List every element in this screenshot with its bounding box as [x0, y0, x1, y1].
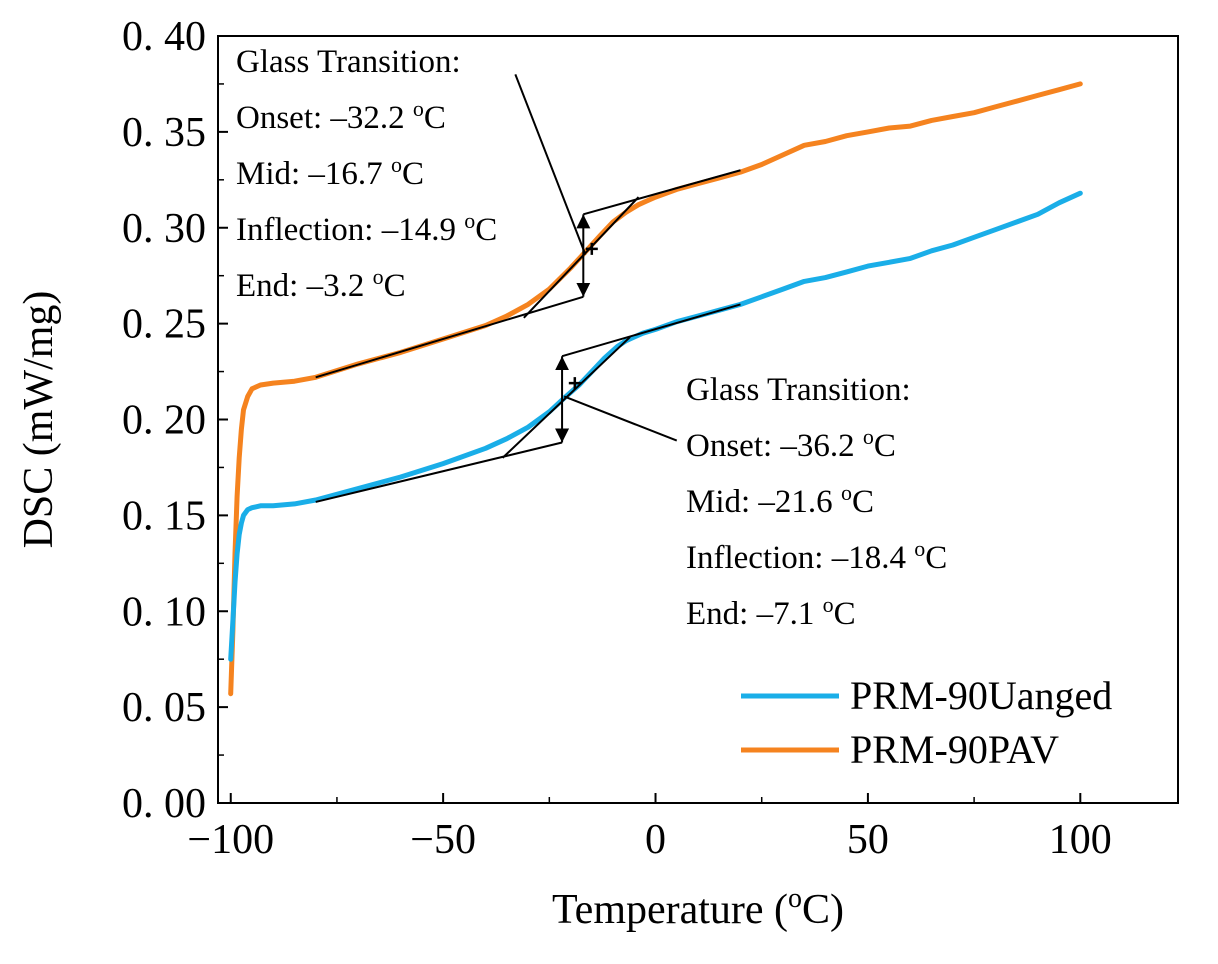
label-pointer-0	[514, 73, 587, 255]
x-axis-title: Temperature (oC)	[552, 883, 844, 933]
legend: PRM-90Uanged PRM-90PAV	[741, 673, 1112, 772]
annotation-line: Onset: –32.2 oC	[236, 96, 446, 136]
annotation-line: Inflection: –14.9 oC	[236, 208, 497, 248]
glass-transition-annotation-1: Glass Transition: Onset: –36.2 oC Mid: –21…	[686, 372, 947, 632]
baseline-before-0	[315, 295, 584, 379]
legend-label-1: PRM-90PAV	[850, 727, 1059, 772]
axes-layer: 0. 00 0. 05 0. 10 0. 15 0. 20 0. 25 0. 30 0. 35…	[16, 14, 1112, 933]
y-tick-label: 0. 20	[122, 398, 206, 444]
x-tick-label: 50	[847, 817, 889, 863]
y-tick-label: 0. 30	[122, 206, 206, 252]
baseline-after-0	[583, 169, 741, 216]
y-tick-label: 0. 00	[122, 781, 206, 827]
y-tick-label: 0. 10	[122, 589, 206, 635]
glass-transition-annotation-0: Glass Transition: Onset: –32.2 oC Mid: –16…	[236, 44, 497, 304]
y-tick-label: 0. 40	[122, 14, 206, 60]
x-tick-label: −50	[410, 817, 476, 863]
y-tick-label: 0. 15	[122, 493, 206, 539]
annotation-layer: Glass Transition: Onset: –32.2 oC Mid: –16…	[236, 44, 947, 632]
x-tick-label: 100	[1049, 817, 1112, 863]
annotation-line: Inflection: –18.4 oC	[686, 536, 947, 576]
legend-label-0: PRM-90Uanged	[850, 673, 1112, 718]
x-tick-label: 0	[645, 817, 666, 863]
midpoint-marker-1	[568, 377, 581, 390]
annotation-line: Glass Transition:	[686, 372, 911, 408]
annotation-line: End: –7.1 oC	[686, 592, 856, 632]
y-tick-label: 0. 35	[122, 110, 206, 156]
y-axis-title: DSC (mW/mg)	[16, 291, 62, 549]
annotation-line: Onset: –36.2 oC	[686, 424, 896, 464]
label-pointer-1	[563, 395, 678, 442]
y-tick-label: 0. 05	[122, 685, 206, 731]
y-tick-label: 0. 25	[122, 302, 206, 348]
annotation-line: Mid: –21.6 oC	[686, 480, 874, 520]
midpoint-marker-0	[585, 242, 598, 255]
annotation-line: End: –3.2 oC	[236, 264, 406, 304]
series-line-0	[228, 190, 1083, 662]
x-tick-label: −100	[187, 817, 274, 863]
annotation-line: Mid: –16.7 oC	[236, 152, 424, 192]
baseline-before-1	[315, 441, 563, 503]
baseline-after-1	[561, 303, 741, 358]
annotation-line: Glass Transition:	[236, 44, 461, 80]
